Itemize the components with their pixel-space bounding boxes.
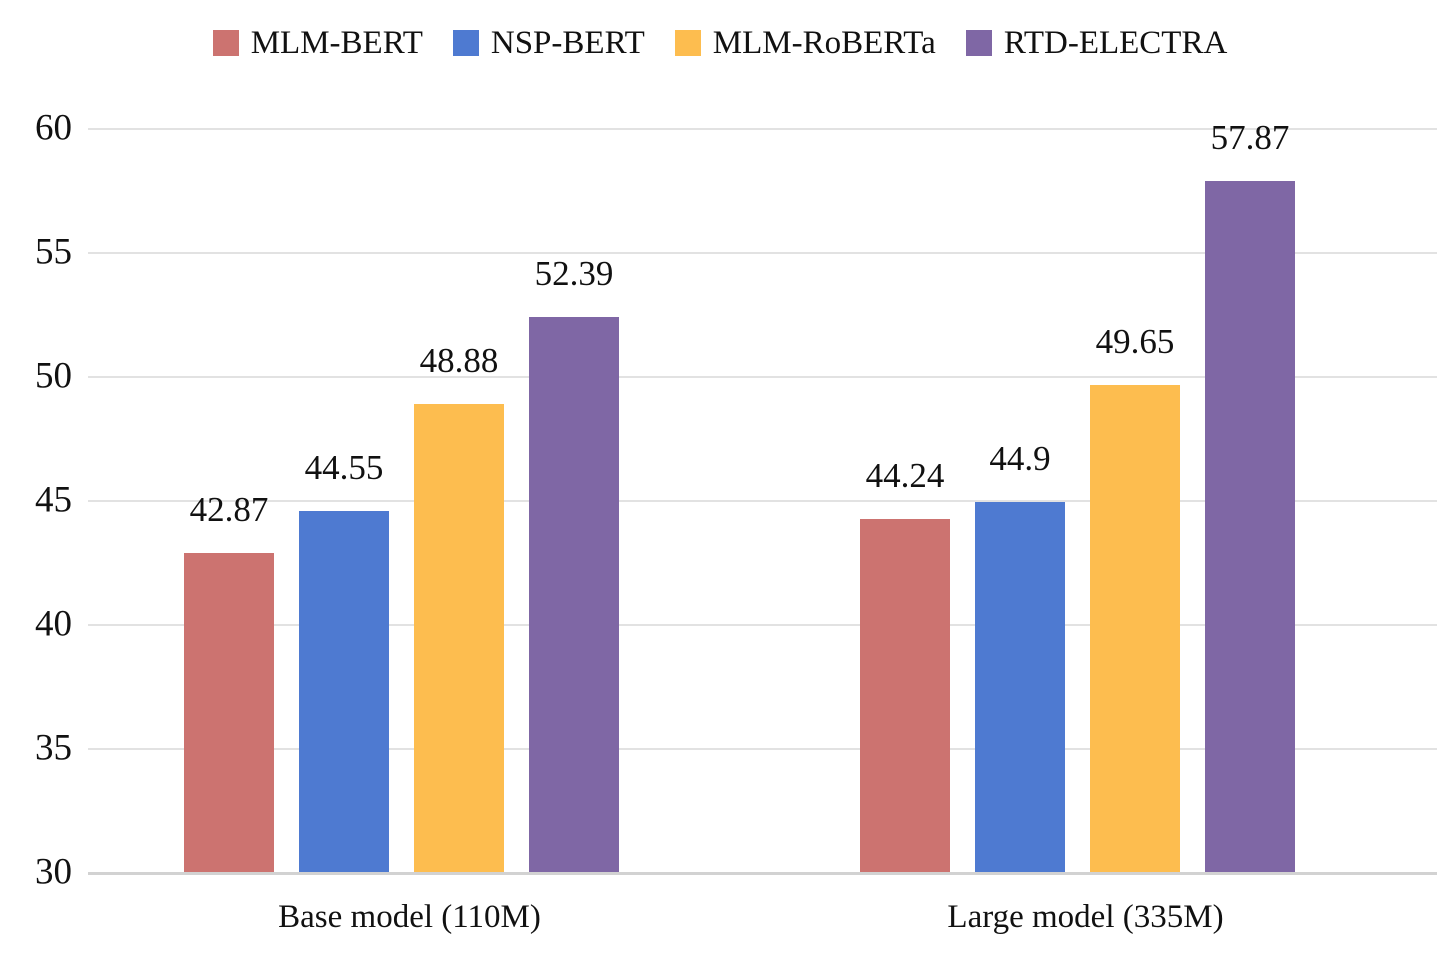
legend-swatch-icon xyxy=(212,30,239,56)
bar-value-label: 44.24 xyxy=(865,455,945,495)
bar-mlm-bert-group1 xyxy=(184,552,274,872)
y-tick-label: 35 xyxy=(35,727,72,769)
x-category-label-group1: Base model (110M) xyxy=(278,899,541,935)
bar-mlm-roberta-group2 xyxy=(1090,384,1180,872)
legend-label: RTD-ELECTRA xyxy=(1003,24,1228,61)
bar-rtd-electra-group1 xyxy=(529,316,619,872)
y-tick-label: 45 xyxy=(35,479,72,521)
legend-item-mlm-bert: MLM-BERT xyxy=(212,24,423,61)
gridline xyxy=(88,376,1437,378)
bar-value-label: 42.87 xyxy=(189,489,269,529)
legend-label: MLM-RoBERTa xyxy=(712,24,936,61)
y-tick-label: 60 xyxy=(35,107,72,149)
x-axis-line xyxy=(88,872,1437,875)
legend-swatch-icon xyxy=(674,30,701,56)
gridline xyxy=(88,252,1437,254)
gridline xyxy=(88,128,1437,130)
gridline xyxy=(88,624,1437,626)
bar-mlm-roberta-group1 xyxy=(414,403,504,872)
bar-mlm-bert-group2 xyxy=(860,518,950,872)
y-tick-label: 30 xyxy=(35,851,72,893)
legend-label: MLM-BERT xyxy=(250,24,423,61)
bar-value-label: 52.39 xyxy=(534,253,614,293)
gridline xyxy=(88,500,1437,502)
bar-value-label: 44.9 xyxy=(989,439,1051,479)
bar-value-label: 44.55 xyxy=(304,448,384,488)
legend-item-nsp-bert: NSP-BERT xyxy=(452,24,645,61)
bar-rtd-electra-group2 xyxy=(1205,180,1295,872)
bar-nsp-bert-group2 xyxy=(975,502,1065,872)
bar-value-label: 57.87 xyxy=(1210,117,1290,157)
legend-swatch-icon xyxy=(965,30,992,56)
y-tick-label: 55 xyxy=(35,231,72,273)
x-category-label-group2: Large model (335M) xyxy=(947,899,1224,935)
legend-item-mlm-roberta: MLM-RoBERTa xyxy=(674,24,936,61)
legend-swatch-icon xyxy=(452,30,479,56)
bar-value-label: 49.65 xyxy=(1095,321,1175,361)
legend-item-rtd-electra: RTD-ELECTRA xyxy=(965,24,1228,61)
chart-legend: MLM-BERT NSP-BERT MLM-RoBERTa RTD-ELECTRA xyxy=(0,14,1440,72)
y-tick-label: 40 xyxy=(35,603,72,645)
legend-label: NSP-BERT xyxy=(490,24,645,61)
gridline xyxy=(88,748,1437,750)
bar-value-label: 48.88 xyxy=(419,340,499,380)
bar-nsp-bert-group1 xyxy=(299,511,389,872)
y-tick-label: 50 xyxy=(35,355,72,397)
